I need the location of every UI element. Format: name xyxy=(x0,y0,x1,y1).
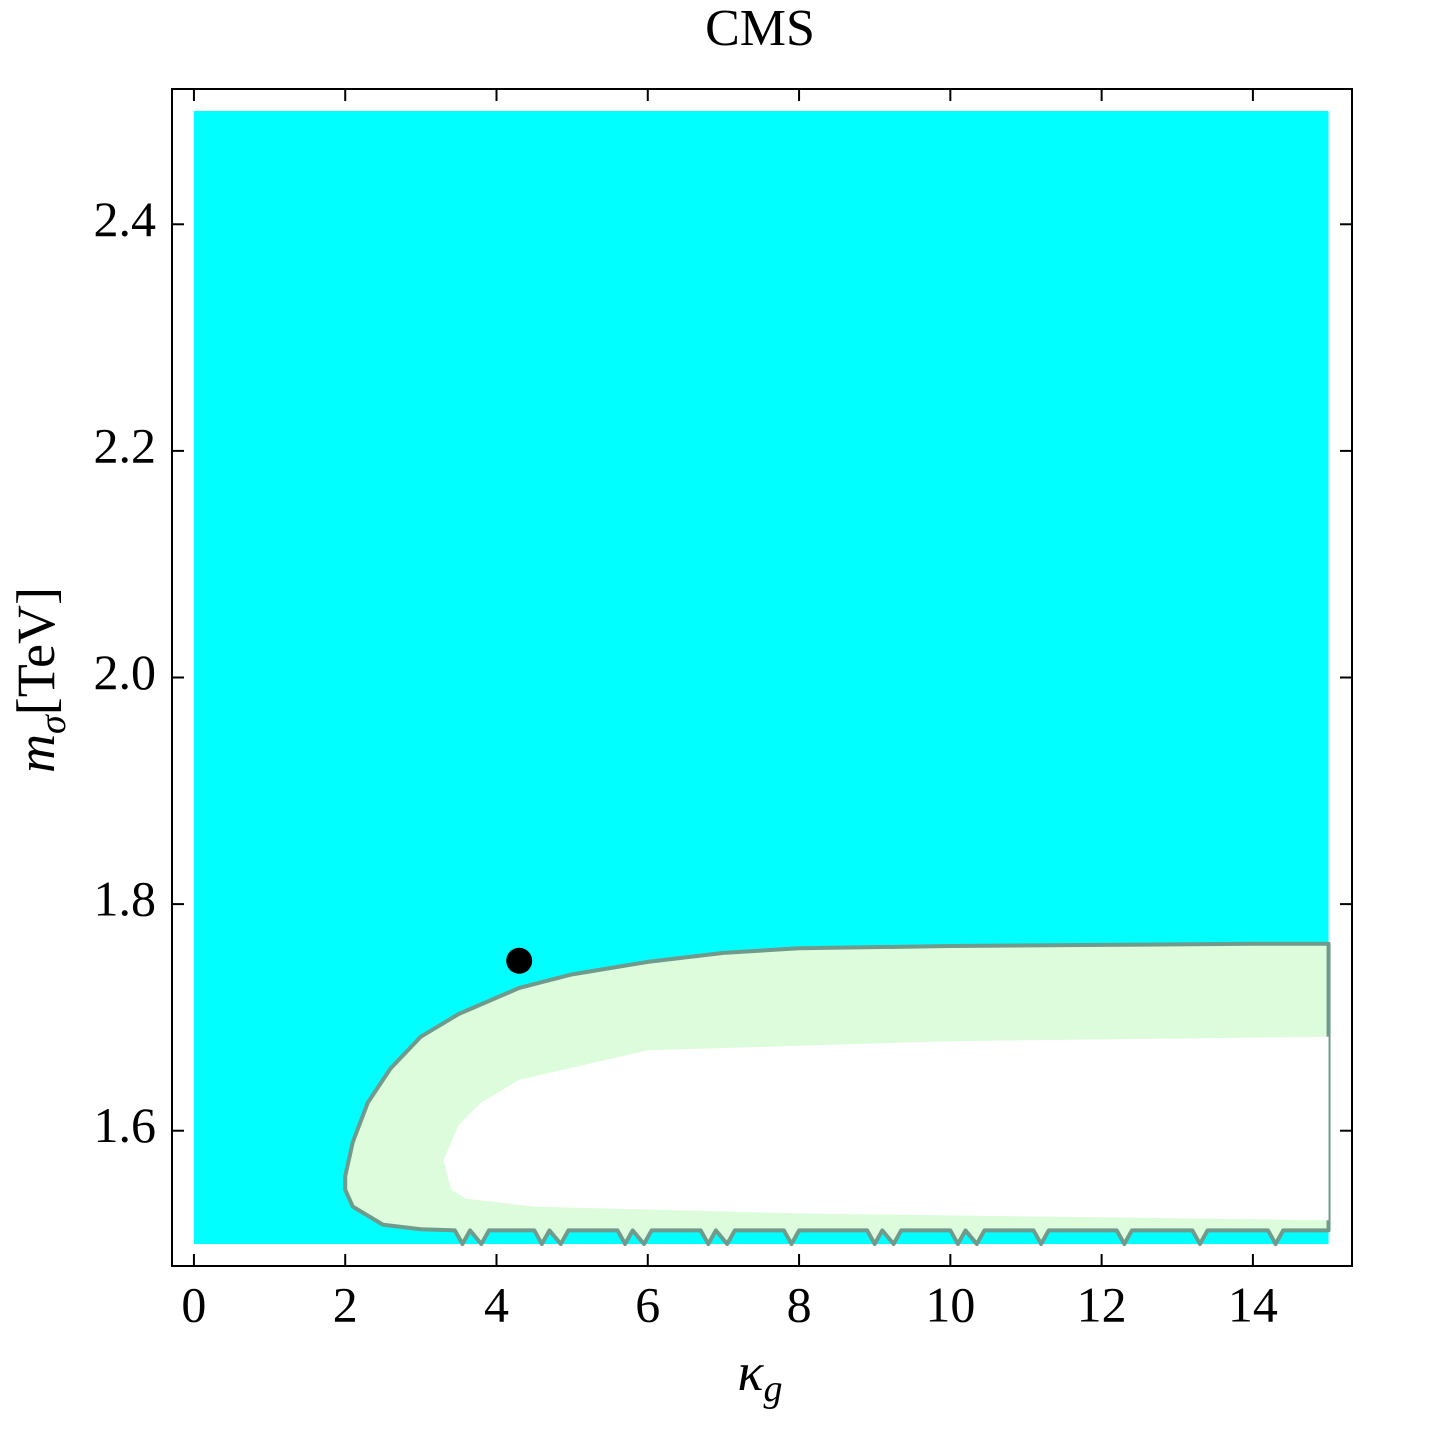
y-tick-label: 2.0 xyxy=(94,644,157,700)
y-label-sub: σ xyxy=(32,714,74,734)
x-label-sub: g xyxy=(763,1368,782,1410)
x-tick-label: 8 xyxy=(787,1276,812,1332)
x-tick-label: 2 xyxy=(333,1276,358,1332)
x-tick-label: 14 xyxy=(1228,1276,1278,1332)
plot-area xyxy=(193,110,1331,1247)
x-tick-label: 12 xyxy=(1077,1276,1127,1332)
y-tick-label: 1.8 xyxy=(94,871,157,927)
y-tick-label: 1.6 xyxy=(94,1097,157,1153)
x-label-main: κ xyxy=(738,1342,765,1402)
y-axis-label: mσ[TeV] xyxy=(6,587,73,773)
y-tick-label: 2.2 xyxy=(94,417,157,473)
x-axis-label: κg xyxy=(738,1342,783,1409)
region xyxy=(443,1036,1329,1221)
x-tick-label: 4 xyxy=(484,1276,509,1332)
y-label-unit: [TeV] xyxy=(6,587,66,715)
y-label-main: m xyxy=(6,734,66,773)
point xyxy=(506,947,533,974)
x-tick-label: 0 xyxy=(181,1276,206,1332)
x-tick-label: 6 xyxy=(635,1276,660,1332)
y-tick-label: 2.4 xyxy=(94,191,157,247)
x-tick-label: 10 xyxy=(925,1276,975,1332)
chart-title: CMS xyxy=(705,0,815,57)
